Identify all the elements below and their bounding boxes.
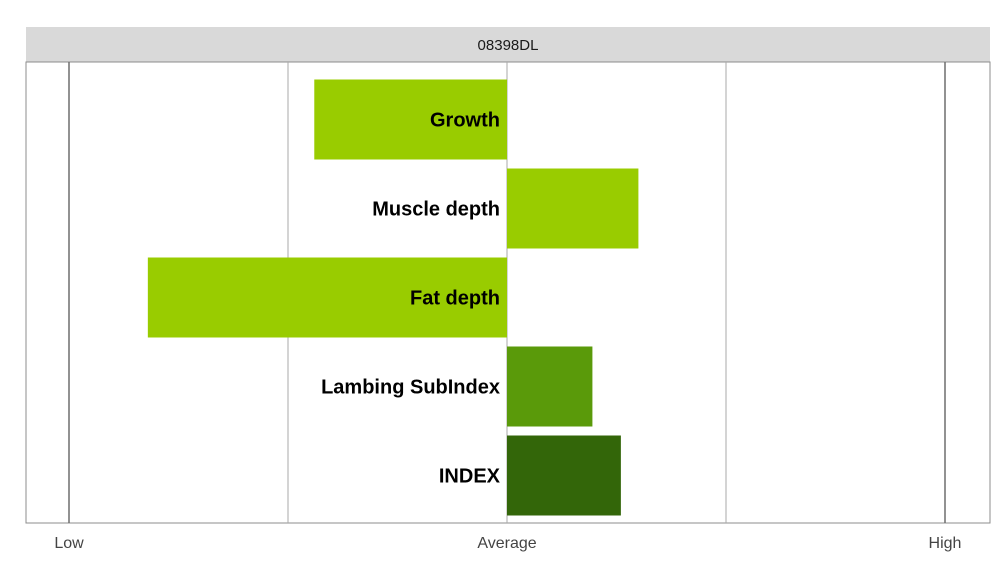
bar-label-growth: Growth	[430, 110, 500, 132]
bar-index	[507, 435, 621, 516]
bar-muscle-depth	[507, 168, 639, 249]
bar-label-index: INDEX	[439, 466, 501, 488]
bar-label-lambing-subindex: Lambing SubIndex	[321, 377, 500, 399]
x-tick-label-average: Average	[477, 535, 536, 552]
bar-label-fat-depth: Fat depth	[410, 288, 500, 310]
chart-title: 08398DL	[478, 37, 539, 54]
bar-labels: Growth Muscle depth Fat depth Lambing SubIn…	[321, 110, 501, 488]
bars	[147, 79, 639, 516]
bar-lambing-subindex	[507, 346, 593, 427]
bar-fat-depth	[147, 257, 507, 338]
title-strip	[26, 27, 990, 62]
x-tick-label-low: Low	[54, 535, 84, 552]
x-tick-label-high: High	[929, 535, 962, 552]
x-axis-ticks: Low Average High	[54, 535, 961, 552]
bar-label-muscle-depth: Muscle depth	[372, 199, 500, 221]
bar-growth	[314, 79, 507, 160]
